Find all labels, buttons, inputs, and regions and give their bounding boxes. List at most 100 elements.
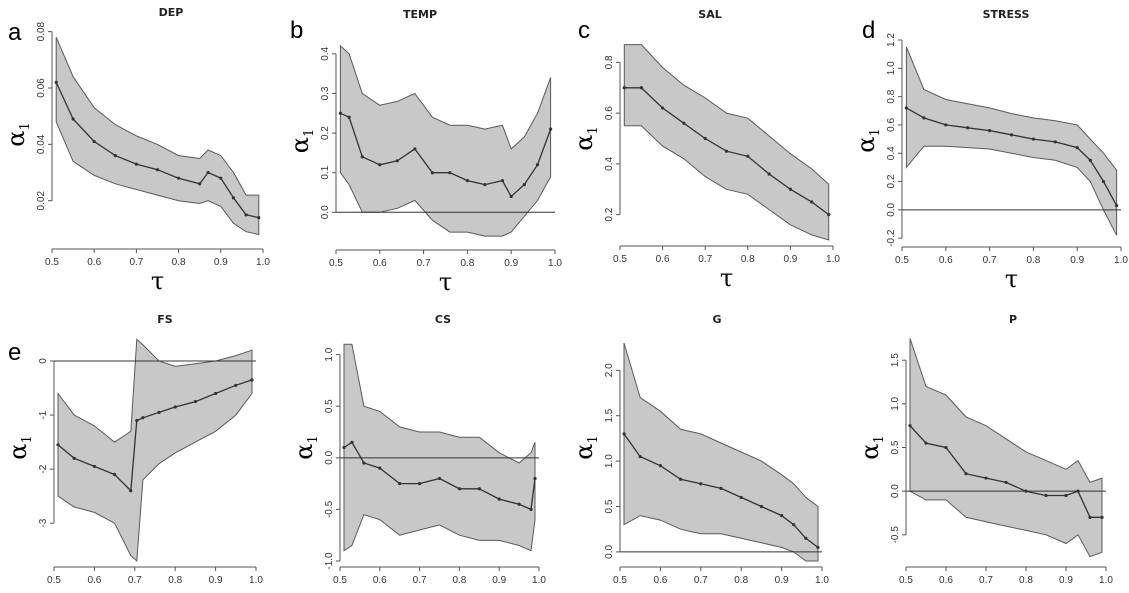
x-axis-label: τ [148,585,161,593]
estimate-point [517,502,521,506]
y-tick-label: 0.3 [320,86,331,100]
estimate-point [1024,489,1028,493]
estimate-point [661,106,665,110]
y-tick-label: 0.02 [36,191,47,211]
x-tick-label: 0.7 [129,257,143,268]
y-tick-label: 1.0 [604,454,615,468]
y-axis-label: α1 [286,129,317,154]
y-tick-label: 0.2 [886,174,897,188]
estimate-point [497,497,501,501]
estimate-line [906,107,1118,206]
y-tick-label: -1.0 [324,552,335,570]
estimate-point [350,440,354,444]
y-axis-label-symbol: α [852,137,880,153]
y-axis-label-symbol: α [286,137,314,153]
estimate-point [522,182,526,187]
x-axis-label: τ [720,264,733,292]
x-axis-label: τ [151,267,164,295]
x-tick-label: 1.0 [1114,255,1128,266]
x-tick-label: 0.8 [1026,255,1040,266]
y-axis-label-subscript: 1 [872,435,887,443]
y-axis-label: α1 [4,435,35,460]
estimate-point [395,159,399,163]
estimate-point [1031,137,1035,141]
panel-d: 0.5 0.6 0.7 0.8 0.9 1.0 -0.2 0.0 0.2 0.4 0.6 0.8 1.0… [852,8,1128,293]
estimate-point [413,147,417,151]
y-tick-label: 1.2 [886,33,897,47]
estimate-point [988,128,992,133]
x-tick-label: 0.6 [87,575,101,586]
estimate-point [904,106,908,110]
estimate-point [1088,515,1092,519]
x-tick-label: 0.8 [734,575,748,586]
x-tick-label: 0.9 [209,575,223,586]
confidence-band [343,343,536,552]
confidence-band [339,44,552,237]
y-tick-label: 1.5 [604,408,615,422]
x-axis-label: τ [714,585,727,593]
y-tick-label: 2.0 [604,363,615,377]
confidence-band [909,338,1103,558]
estimate-point [113,472,117,477]
estimate-point [964,472,968,476]
y-tick-label: 1.0 [324,347,335,361]
panel-e: 0.5 0.6 0.7 0.8 0.9 1.0 -3 -2 -1 0 FS e τ α1 [4,313,263,593]
y-tick-label: -3 [38,518,49,527]
x-tick-label: 1.0 [826,254,840,265]
estimate-point [378,163,382,167]
y-tick-label: 1.0 [886,61,897,75]
y-axis-label: α1 [570,126,601,151]
estimate-point [56,443,60,447]
estimate-point [658,464,663,468]
x-tick-label: 0.8 [452,575,466,586]
panel-b: 0.5 0.6 0.7 0.8 0.9 1.0 0.0 0.1 0.2 0.3 0.4 TEMP b τ α… [286,8,562,296]
estimate-point [944,123,948,127]
estimate-point [418,482,422,486]
estimate-point [71,117,75,121]
y-tick-label: 0.4 [604,156,615,170]
panel-title: STRESS [983,8,1030,21]
estimate-point [198,182,202,186]
estimate-point [816,545,820,549]
estimate-point [1088,158,1092,162]
estimate-point [173,405,177,409]
panel-title: SAL [698,8,721,21]
estimate-point [54,80,58,84]
y-tick-label: 0.8 [886,89,897,103]
panel-letter: c [578,17,590,44]
estimate-point [342,445,346,450]
x-tick-label: 1.0 [1099,575,1113,586]
x-tick-label: 0.8 [168,575,182,586]
estimate-point [219,176,223,180]
x-tick-label: 0.7 [983,255,997,266]
x-tick-label: 0.7 [698,254,712,265]
estimate-point [347,115,351,119]
y-tick-label: 0.4 [886,146,897,160]
x-tick-label: 0.9 [492,575,506,586]
estimate-point [535,163,540,167]
estimate-point [157,410,161,414]
estimate-point [622,432,626,436]
x-tick-label: 1.0 [815,575,829,586]
x-tick-label: 0.7 [413,575,427,586]
estimate-point [1044,493,1048,498]
confidence-band [57,338,253,563]
y-tick-label: 0.06 [36,78,47,98]
y-tick-label: -0.5 [890,526,901,544]
estimate-point [1101,179,1106,184]
estimate-point [1076,489,1080,493]
estimate-point [788,187,793,191]
x-tick-label: 0.7 [694,575,708,586]
estimate-point [193,399,197,404]
estimate-point [810,200,814,204]
estimate-point [1064,493,1068,498]
estimate-point [549,127,553,131]
x-tick-label: 0.8 [741,254,755,265]
x-tick-label: 0.6 [373,258,387,269]
estimate-point [1004,480,1008,485]
x-tick-label: 0.7 [417,258,431,269]
estimate-point [739,495,743,500]
estimate-point [924,441,928,445]
estimate-point [206,170,210,175]
y-axis-label-symbol: α [290,444,318,460]
